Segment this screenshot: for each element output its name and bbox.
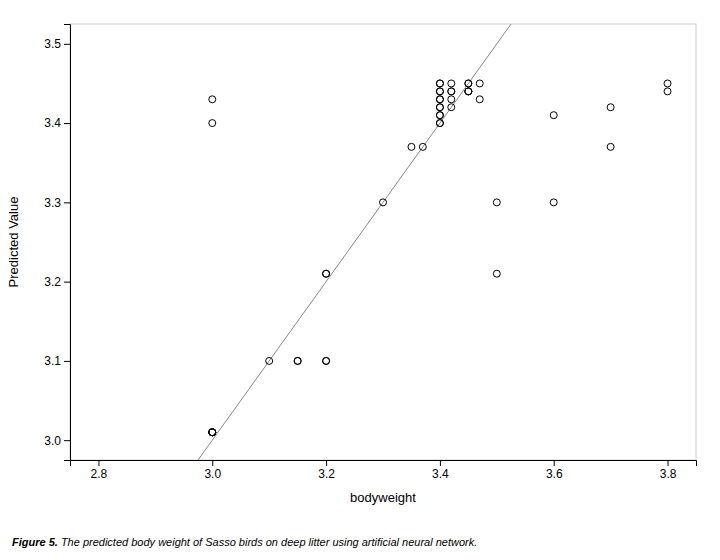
point bbox=[465, 88, 472, 95]
tick-mark bbox=[64, 282, 70, 283]
point bbox=[323, 357, 330, 364]
point bbox=[448, 88, 455, 95]
caption-label: Figure 5. bbox=[12, 536, 58, 548]
tick: 3.6 bbox=[546, 460, 563, 481]
point bbox=[448, 80, 455, 87]
point bbox=[664, 80, 671, 87]
tick-mark bbox=[64, 202, 70, 203]
point bbox=[448, 104, 455, 111]
point bbox=[436, 120, 443, 127]
tick: 3.3 bbox=[44, 196, 70, 210]
point bbox=[436, 80, 443, 87]
point bbox=[436, 112, 443, 119]
y-axis: 3.0 3.1 3.2 3.3 3.4 3.5 bbox=[44, 25, 70, 461]
tick-label: 3.8 bbox=[660, 467, 677, 481]
point bbox=[209, 429, 216, 436]
point bbox=[436, 88, 443, 95]
tick-label: 3.0 bbox=[44, 434, 61, 448]
point bbox=[493, 199, 500, 206]
point bbox=[465, 88, 472, 95]
tick: 2.8 bbox=[91, 460, 108, 481]
point bbox=[476, 80, 483, 87]
tick-label: 3.2 bbox=[318, 467, 335, 481]
tick-label: 2.8 bbox=[91, 467, 108, 481]
point bbox=[323, 270, 330, 277]
tick-label: 3.1 bbox=[44, 354, 61, 368]
point bbox=[476, 96, 483, 103]
tick-label: 3.2 bbox=[44, 275, 61, 289]
point bbox=[209, 120, 216, 127]
point bbox=[294, 357, 301, 364]
tick-mark bbox=[64, 361, 70, 362]
tick: 3.0 bbox=[44, 434, 70, 448]
tick-mark bbox=[440, 460, 441, 466]
point bbox=[436, 88, 443, 95]
chart: 2.8 3.0 3.2 3.4 3.6 3.8 3.0 3.1 3.2 3.3 3.4 3.5 body… bbox=[0, 0, 720, 560]
point bbox=[436, 104, 443, 111]
point bbox=[209, 429, 216, 436]
tick-mark bbox=[64, 440, 70, 441]
tick-label: 3.5 bbox=[44, 37, 61, 51]
point bbox=[607, 104, 614, 111]
tick-label: 3.4 bbox=[432, 467, 449, 481]
tick-mark bbox=[326, 460, 327, 466]
plot: 2.8 3.0 3.2 3.4 3.6 3.8 3.0 3.1 3.2 3.3 3.4 3.5 bbox=[44, 0, 696, 560]
point bbox=[294, 357, 301, 364]
point bbox=[436, 104, 443, 111]
point bbox=[209, 429, 216, 436]
caption: Figure 5. The predicted body weight of S… bbox=[12, 536, 477, 548]
tick-label: 3.3 bbox=[44, 196, 61, 210]
tick: 3.4 bbox=[432, 460, 449, 481]
tick-label: 3.4 bbox=[44, 116, 61, 130]
point bbox=[419, 143, 426, 150]
point bbox=[448, 96, 455, 103]
point bbox=[550, 199, 557, 206]
point bbox=[323, 270, 330, 277]
tick-mark bbox=[212, 460, 213, 466]
tick: 3.0 bbox=[204, 460, 221, 481]
point bbox=[436, 112, 443, 119]
point bbox=[266, 357, 273, 364]
point bbox=[323, 357, 330, 364]
tick-label: 3.0 bbox=[204, 467, 221, 481]
point bbox=[664, 88, 671, 95]
point bbox=[436, 96, 443, 103]
tick: 3.4 bbox=[44, 116, 70, 130]
reference-line bbox=[70, 24, 696, 460]
point bbox=[436, 80, 443, 87]
point bbox=[209, 429, 216, 436]
point bbox=[550, 112, 557, 119]
x-axis: 2.8 3.0 3.2 3.4 3.6 3.8 bbox=[71, 460, 697, 481]
point bbox=[607, 143, 614, 150]
axis-line bbox=[64, 25, 71, 461]
tick: 3.2 bbox=[44, 275, 70, 289]
tick-mark bbox=[64, 123, 70, 124]
tick: 3.8 bbox=[660, 460, 677, 481]
tick-mark bbox=[554, 460, 555, 466]
x-axis-title: bodyweight bbox=[350, 490, 416, 505]
point bbox=[448, 88, 455, 95]
point bbox=[465, 88, 472, 95]
tick-mark bbox=[64, 44, 70, 45]
marks bbox=[70, 24, 696, 460]
tick-mark bbox=[668, 460, 669, 466]
point bbox=[436, 96, 443, 103]
tick-label: 3.6 bbox=[546, 467, 563, 481]
point bbox=[493, 270, 500, 277]
caption-text: The predicted body weight of Sasso birds… bbox=[58, 536, 477, 548]
point bbox=[465, 80, 472, 87]
point bbox=[209, 96, 216, 103]
point bbox=[380, 199, 387, 206]
tick: 3.2 bbox=[318, 460, 335, 481]
plot-frame bbox=[70, 24, 696, 460]
point bbox=[465, 80, 472, 87]
axis-line bbox=[71, 461, 697, 467]
point bbox=[408, 143, 415, 150]
y-axis-title: Predicted Value bbox=[6, 197, 21, 288]
tick: 3.5 bbox=[44, 37, 70, 51]
tick: 3.1 bbox=[44, 354, 70, 368]
tick-mark bbox=[98, 460, 99, 466]
point bbox=[436, 120, 443, 127]
point bbox=[209, 429, 216, 436]
